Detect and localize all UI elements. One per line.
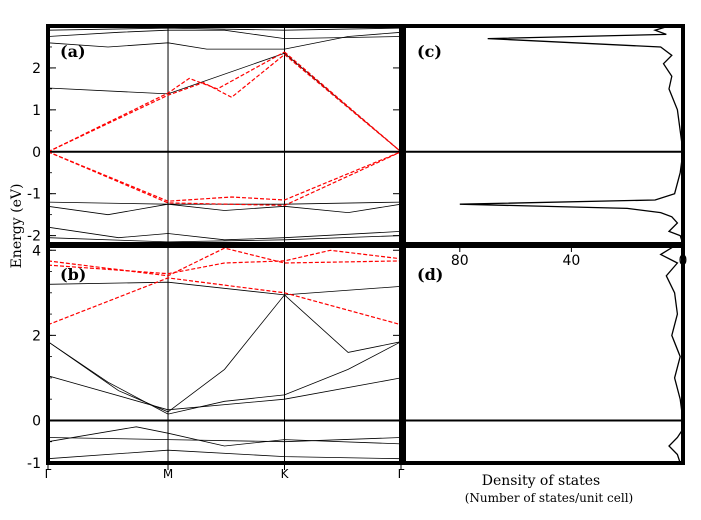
- ytick-label-0-4: 2: [32, 61, 41, 77]
- band-black-0-0: [48, 52, 401, 153]
- panel-label-b: (b): [60, 265, 86, 284]
- band-black-1-0: [48, 341, 401, 415]
- dos-frame-0: [402, 24, 685, 246]
- band-black-1-4: [48, 437, 401, 443]
- x-axis-subtitle: (Number of states/unit cell): [465, 491, 633, 505]
- band-red-1-0: [48, 277, 401, 326]
- band-frame-0: [46, 24, 403, 246]
- k-label-2: K: [281, 467, 290, 481]
- dos-tick-label-0: 80: [451, 253, 469, 269]
- dos-layer: [404, 26, 683, 463]
- ytick-label-0-1: -1: [27, 187, 41, 203]
- band-red-1-1: [48, 249, 401, 275]
- ytick-label-1-0: -1: [27, 456, 41, 472]
- ytick-label-0-0: -2: [27, 229, 41, 245]
- k-label-1: M: [163, 467, 173, 481]
- bands-layer: [48, 26, 401, 463]
- frame-layer: [46, 24, 685, 470]
- band-black-0-2: [48, 29, 401, 40]
- dos-panel-0: [404, 26, 683, 244]
- ytick-label-1-2: 2: [32, 328, 41, 344]
- band-red-0-3: [284, 54, 401, 153]
- band-black-1-2: [48, 375, 401, 411]
- band-red-0-5: [48, 151, 401, 202]
- k-label-0: Γ: [45, 467, 52, 481]
- text-layer: (a) (b) (c) (d) Energy (eV) Density of s…: [9, 42, 687, 505]
- band-black-0-7: [48, 235, 401, 243]
- band-black-1-3: [48, 281, 401, 296]
- panel-label-d: (d): [417, 265, 443, 284]
- panel-label-a: (a): [60, 42, 86, 61]
- k-label-3: Γ: [398, 467, 405, 481]
- dos-tick-label-1: 40: [562, 253, 580, 269]
- y-axis-title: Energy (eV): [9, 184, 25, 269]
- band-black-0-3: [48, 27, 401, 31]
- ytick-label-1-1: 0: [32, 413, 41, 429]
- dos-panel-1: [404, 246, 683, 463]
- band-red-1-2: [48, 247, 401, 277]
- band-red-0-1: [48, 54, 285, 153]
- ytick-label-0-2: 0: [32, 145, 41, 161]
- dos-curve-0: [459, 26, 683, 244]
- band-black-1-5: [48, 426, 401, 447]
- band-red-0-0: [48, 51, 285, 153]
- band-black-0-5: [48, 203, 401, 216]
- panel-label-c: (c): [417, 42, 442, 61]
- band-black-1-1: [48, 294, 401, 413]
- dos-curve-1: [659, 246, 683, 463]
- x-axis-title: Density of states: [482, 473, 601, 489]
- band-black-1-6: [48, 449, 401, 460]
- band-black-0-6: [48, 226, 401, 241]
- dos-tick-label-2: 0: [679, 253, 688, 269]
- ytick-label-0-3: 1: [32, 103, 41, 119]
- band-red-0-4: [48, 151, 401, 207]
- bands-panel-1: [48, 246, 401, 463]
- dos-frame-1: [402, 244, 685, 465]
- bands-panel-0: [48, 26, 401, 244]
- band-frame-1: [46, 244, 403, 465]
- ytick-label-1-3: 4: [32, 243, 41, 259]
- band-black-0-1: [48, 31, 401, 50]
